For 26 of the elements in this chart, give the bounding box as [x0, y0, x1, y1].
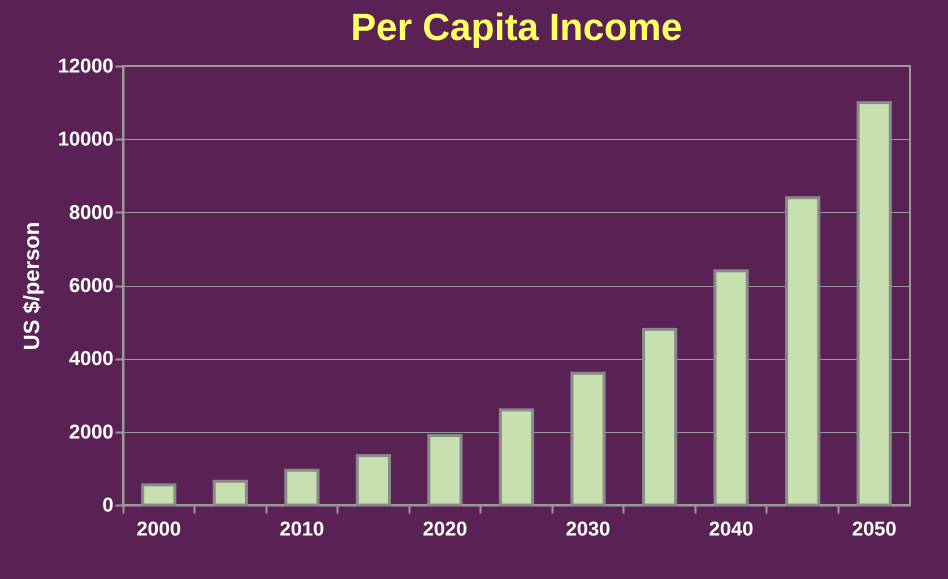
x-tick-label: 2010: [280, 518, 324, 540]
chart-title: Per Capita Income: [350, 7, 682, 49]
bar: [785, 196, 820, 506]
y-tick-label: 0: [102, 494, 114, 516]
bar: [856, 101, 892, 506]
y-tick-label: 4000: [69, 348, 114, 370]
bar: [427, 434, 463, 506]
y-tick-label: 8000: [69, 202, 114, 224]
bar: [212, 480, 248, 506]
bar: [141, 483, 176, 506]
y-axis-title: US $/person: [18, 222, 44, 350]
bar: [284, 468, 320, 506]
y-tick-label: 10000: [58, 128, 114, 151]
bar: [570, 372, 606, 506]
x-tick-label: 2000: [136, 518, 182, 540]
bar: [498, 408, 534, 506]
x-tick-label: 2040: [708, 518, 754, 540]
y-tick-label: 6000: [69, 275, 114, 297]
x-tick-label: 2020: [422, 518, 468, 540]
bar: [714, 269, 749, 506]
y-tick-label: 12000: [58, 56, 114, 78]
y-tick-label: 2000: [69, 421, 114, 444]
bar: [642, 328, 678, 506]
bar: [356, 454, 392, 506]
x-tick-label: 2050: [852, 518, 896, 540]
x-tick-label: 2030: [566, 518, 610, 540]
